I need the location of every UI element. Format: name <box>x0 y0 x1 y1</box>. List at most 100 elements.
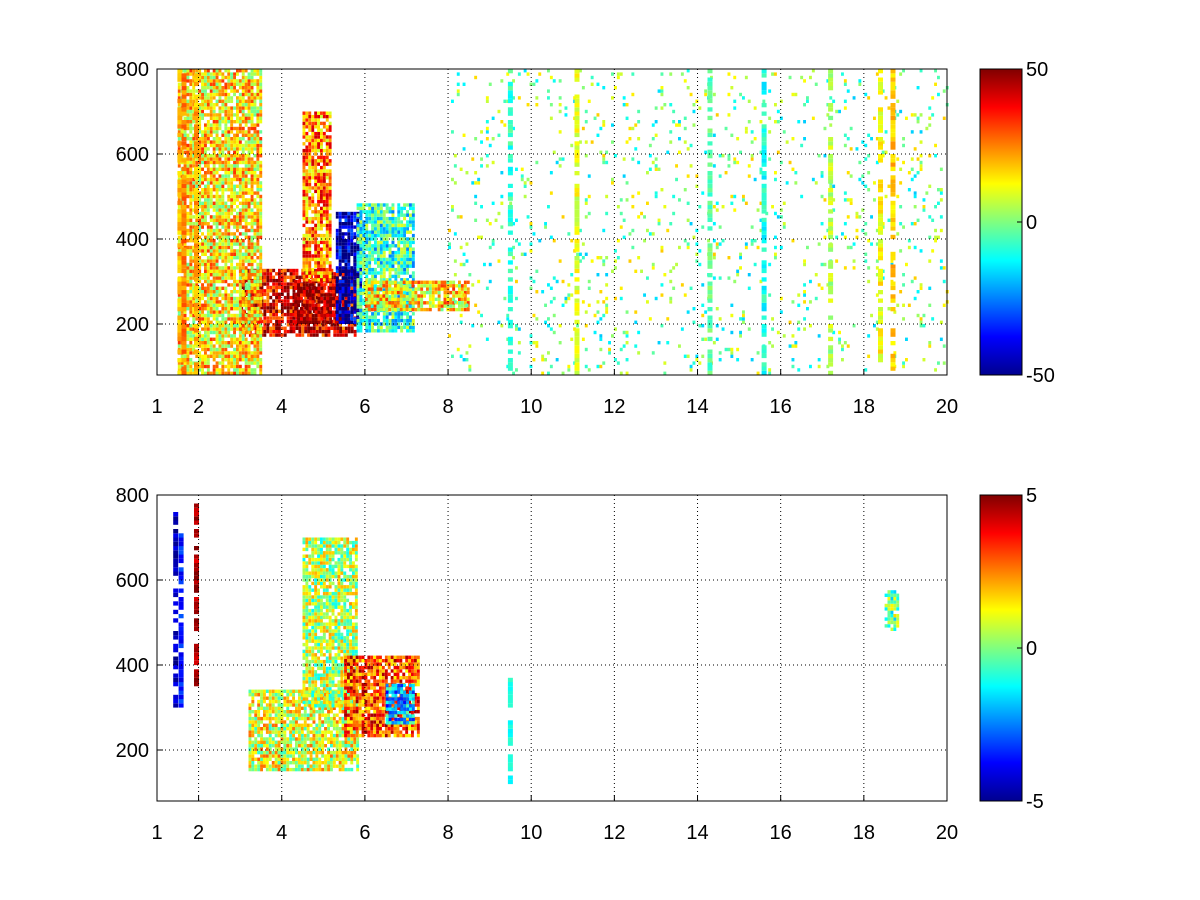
heatmap-cell <box>341 222 345 226</box>
heatmap-cell <box>256 286 260 290</box>
heatmap-cell <box>558 109 562 114</box>
heatmap-cell <box>247 371 251 375</box>
heatmap-cell <box>227 198 231 202</box>
heatmap-cell <box>584 347 588 352</box>
heatmap-cell <box>209 266 213 270</box>
heatmap-cell <box>335 300 339 304</box>
heatmap-cell <box>338 313 342 318</box>
heatmap-cell <box>423 307 426 312</box>
heatmap-cell <box>388 301 392 305</box>
heatmap-cell <box>371 213 374 217</box>
heatmap-cell <box>204 171 207 175</box>
heatmap-cell <box>325 169 329 173</box>
heatmap-cell <box>230 361 234 365</box>
heatmap-cell <box>356 307 360 311</box>
heatmap-cell <box>280 292 284 296</box>
heatmap-cell <box>314 186 318 190</box>
heatmap-cell <box>353 320 357 324</box>
heatmap-cell <box>230 259 234 263</box>
heatmap-cell <box>256 205 260 209</box>
heatmap-cell <box>491 201 495 205</box>
heatmap-cell <box>374 210 377 214</box>
heatmap-cell <box>221 89 225 93</box>
heatmap-cell <box>241 218 245 222</box>
heatmap-cell <box>353 286 357 290</box>
heatmap-cell <box>400 240 404 245</box>
heatmap-cell <box>411 220 415 224</box>
heatmap-cell <box>406 210 409 214</box>
heatmap-cell <box>238 82 242 86</box>
heatmap-cell <box>241 239 245 243</box>
heatmap-cell <box>491 137 495 141</box>
heatmap-cell <box>212 344 216 348</box>
heatmap-cell <box>463 297 467 301</box>
heatmap-cell <box>230 317 234 321</box>
heatmap-cell <box>302 199 306 204</box>
heatmap-cell <box>338 283 342 287</box>
heatmap-cell <box>241 75 245 80</box>
heatmap-cell <box>236 174 239 178</box>
heatmap-cell <box>338 290 342 294</box>
heatmap-cell <box>326 303 330 307</box>
heatmap-cell <box>308 293 312 297</box>
heatmap-cell <box>227 327 231 331</box>
heatmap-cell <box>311 296 315 301</box>
heatmap-cell <box>192 334 196 338</box>
heatmap-cell <box>272 278 276 283</box>
heatmap-cell <box>218 368 222 372</box>
heatmap-cell <box>544 303 547 307</box>
heatmap-cell <box>388 257 392 262</box>
heatmap-cell <box>192 235 196 239</box>
heatmap-cell <box>186 262 190 267</box>
heatmap-cell <box>535 344 539 348</box>
heatmap-cell <box>238 351 242 355</box>
heatmap-cell <box>324 319 328 324</box>
heatmap-cell <box>408 307 412 312</box>
heatmap-cell <box>335 239 339 243</box>
heatmap-cell <box>263 278 267 283</box>
heatmap-cell <box>338 296 342 301</box>
heatmap-cell <box>452 297 456 301</box>
heatmap-cell <box>221 276 225 280</box>
heatmap-cell <box>356 237 360 241</box>
heatmap-cell <box>581 242 585 246</box>
heatmap-cell <box>409 318 412 323</box>
heatmap-cell <box>564 300 568 304</box>
heatmap-cell <box>259 228 263 233</box>
heatmap-cell <box>455 307 458 312</box>
heatmap-cell <box>280 275 284 279</box>
heatmap-cell <box>403 257 406 262</box>
heatmap-cell <box>298 329 302 334</box>
heatmap-cell <box>204 252 207 256</box>
heatmap-cell <box>224 334 228 338</box>
heatmap-cell <box>365 325 369 330</box>
heatmap-cell <box>241 245 245 250</box>
heatmap-cell <box>448 334 451 338</box>
heatmap-cell <box>428 304 432 308</box>
heatmap-cell <box>241 324 245 328</box>
heatmap-cell <box>204 106 207 110</box>
heatmap-cell <box>302 206 306 211</box>
heatmap-cell <box>259 290 263 294</box>
heatmap-cell <box>189 147 193 151</box>
heatmap-cell <box>233 249 236 253</box>
heatmap-cell <box>230 82 234 86</box>
heatmap-cell <box>224 130 228 134</box>
heatmap-cell <box>353 215 357 219</box>
heatmap-cell <box>236 324 239 328</box>
heatmap-cell <box>308 247 312 251</box>
heatmap-cell <box>192 160 196 165</box>
heatmap-cell <box>362 240 366 245</box>
heatmap-cell <box>189 364 193 369</box>
heatmap-cell <box>302 267 306 272</box>
heatmap-cell <box>391 257 395 262</box>
heatmap-cell <box>297 300 300 304</box>
heatmap-cell <box>374 213 377 217</box>
heatmap-cell <box>221 266 225 270</box>
heatmap-cell <box>289 268 293 273</box>
heatmap-cell <box>314 111 318 115</box>
heatmap-cell <box>320 189 323 194</box>
heatmap-cell <box>206 296 210 301</box>
heatmap-cell <box>256 330 260 335</box>
heatmap-cell <box>317 213 320 217</box>
